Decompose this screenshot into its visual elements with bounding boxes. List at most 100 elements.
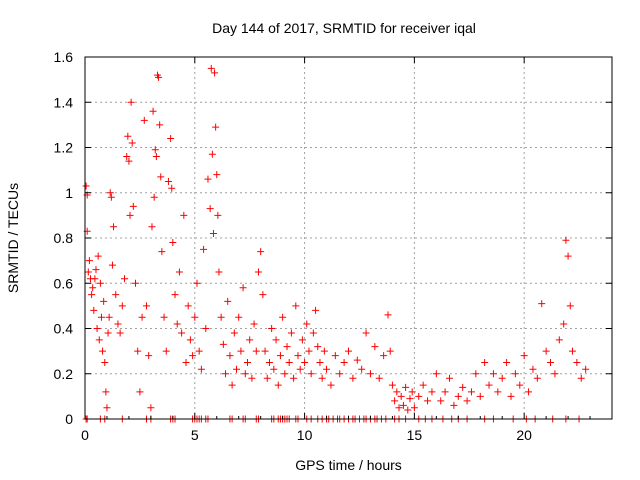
data-point: [224, 297, 232, 305]
data-point: [498, 374, 506, 382]
data-point: [525, 388, 533, 396]
data-point: [366, 370, 374, 378]
data-point: [577, 374, 585, 382]
data-point: [209, 229, 217, 237]
data-point: [252, 347, 260, 355]
data-point: [107, 193, 115, 201]
data-point: [547, 358, 555, 366]
data-point: [533, 374, 541, 382]
data-point: [241, 370, 249, 378]
data-point: [93, 325, 101, 332]
data-point: [124, 132, 132, 140]
data-point: [345, 347, 352, 355]
data-point: [428, 388, 436, 396]
data-point: [132, 279, 140, 287]
data-point: [162, 347, 170, 355]
data-point: [186, 336, 194, 344]
data-point: [270, 365, 278, 373]
data-point: [180, 211, 188, 219]
data-point: [182, 358, 190, 366]
data-point: [459, 383, 467, 391]
data-point: [101, 358, 109, 366]
data-point: [290, 374, 298, 382]
data-point: [386, 347, 394, 355]
data-point: [250, 320, 258, 328]
data-point: [207, 64, 215, 72]
data-point: [555, 336, 563, 344]
data-point: [114, 320, 122, 328]
data-point: [169, 239, 177, 247]
y-tick-label: 0.2: [54, 366, 74, 382]
data-point: [138, 313, 146, 321]
data-point: [437, 397, 445, 405]
data-point: [472, 370, 480, 378]
data-point: [155, 73, 163, 81]
data-point: [305, 347, 313, 355]
x-tick-label: 10: [297, 427, 313, 443]
data-point: [167, 134, 175, 142]
data-point: [235, 313, 243, 321]
data-point: [102, 388, 110, 396]
data-point: [211, 69, 219, 77]
data-point: [424, 397, 432, 405]
data-point: [95, 336, 103, 344]
data-point: [121, 275, 129, 283]
data-point: [323, 365, 331, 373]
data-point: [239, 284, 247, 292]
data-point: [261, 347, 269, 355]
data-point: [353, 356, 361, 364]
data-point: [298, 336, 306, 344]
data-point: [116, 329, 124, 337]
y-tick-label: 0.6: [54, 275, 74, 291]
data-point: [230, 329, 238, 337]
data-point: [384, 311, 392, 319]
data-point: [127, 98, 135, 106]
data-point: [391, 397, 399, 405]
data-point: [294, 352, 302, 360]
data-point: [145, 352, 153, 360]
data-point: [94, 252, 102, 260]
data-point: [89, 284, 97, 292]
data-point: [246, 336, 254, 344]
data-point: [206, 205, 214, 213]
data-point: [371, 343, 379, 351]
data-point: [380, 352, 388, 360]
data-point: [419, 381, 427, 389]
data-point: [140, 116, 148, 124]
data-point: [388, 381, 396, 389]
data-point: [160, 313, 168, 321]
x-axis-title: GPS time / hours: [295, 457, 402, 473]
data-point: [178, 329, 186, 337]
data-point: [91, 275, 99, 283]
data-point: [415, 392, 423, 400]
data-point: [171, 291, 179, 299]
data-point: [314, 343, 322, 351]
grid: [85, 57, 612, 419]
data-point: [142, 302, 150, 310]
data-point: [105, 313, 113, 321]
axis-ticks: 0 5 10 15 20 0 0.2 0.4 0.6 0.8 1 1.2 1.4 1.6: [54, 49, 612, 443]
data-point: [318, 374, 326, 382]
data-point: [193, 279, 201, 287]
data-point: [399, 401, 407, 409]
data-point: [327, 381, 335, 389]
data-point: [200, 245, 208, 253]
data-point: [276, 352, 284, 360]
data-point: [110, 223, 118, 231]
data-point: [151, 146, 159, 154]
data-point: [97, 313, 105, 321]
data-point: [128, 139, 136, 147]
plot-frame: [84, 56, 613, 420]
data-point: [103, 404, 111, 412]
data-point: [214, 211, 222, 219]
data-point: [148, 223, 156, 231]
data-point: [158, 248, 166, 256]
y-tick-label: 0: [65, 411, 73, 427]
data-point: [152, 153, 160, 161]
data-point: [303, 320, 311, 328]
data-point: [489, 370, 497, 378]
data-point: [566, 302, 574, 310]
data-point: [263, 374, 271, 382]
data-point: [136, 388, 144, 396]
data-point: [149, 107, 157, 115]
